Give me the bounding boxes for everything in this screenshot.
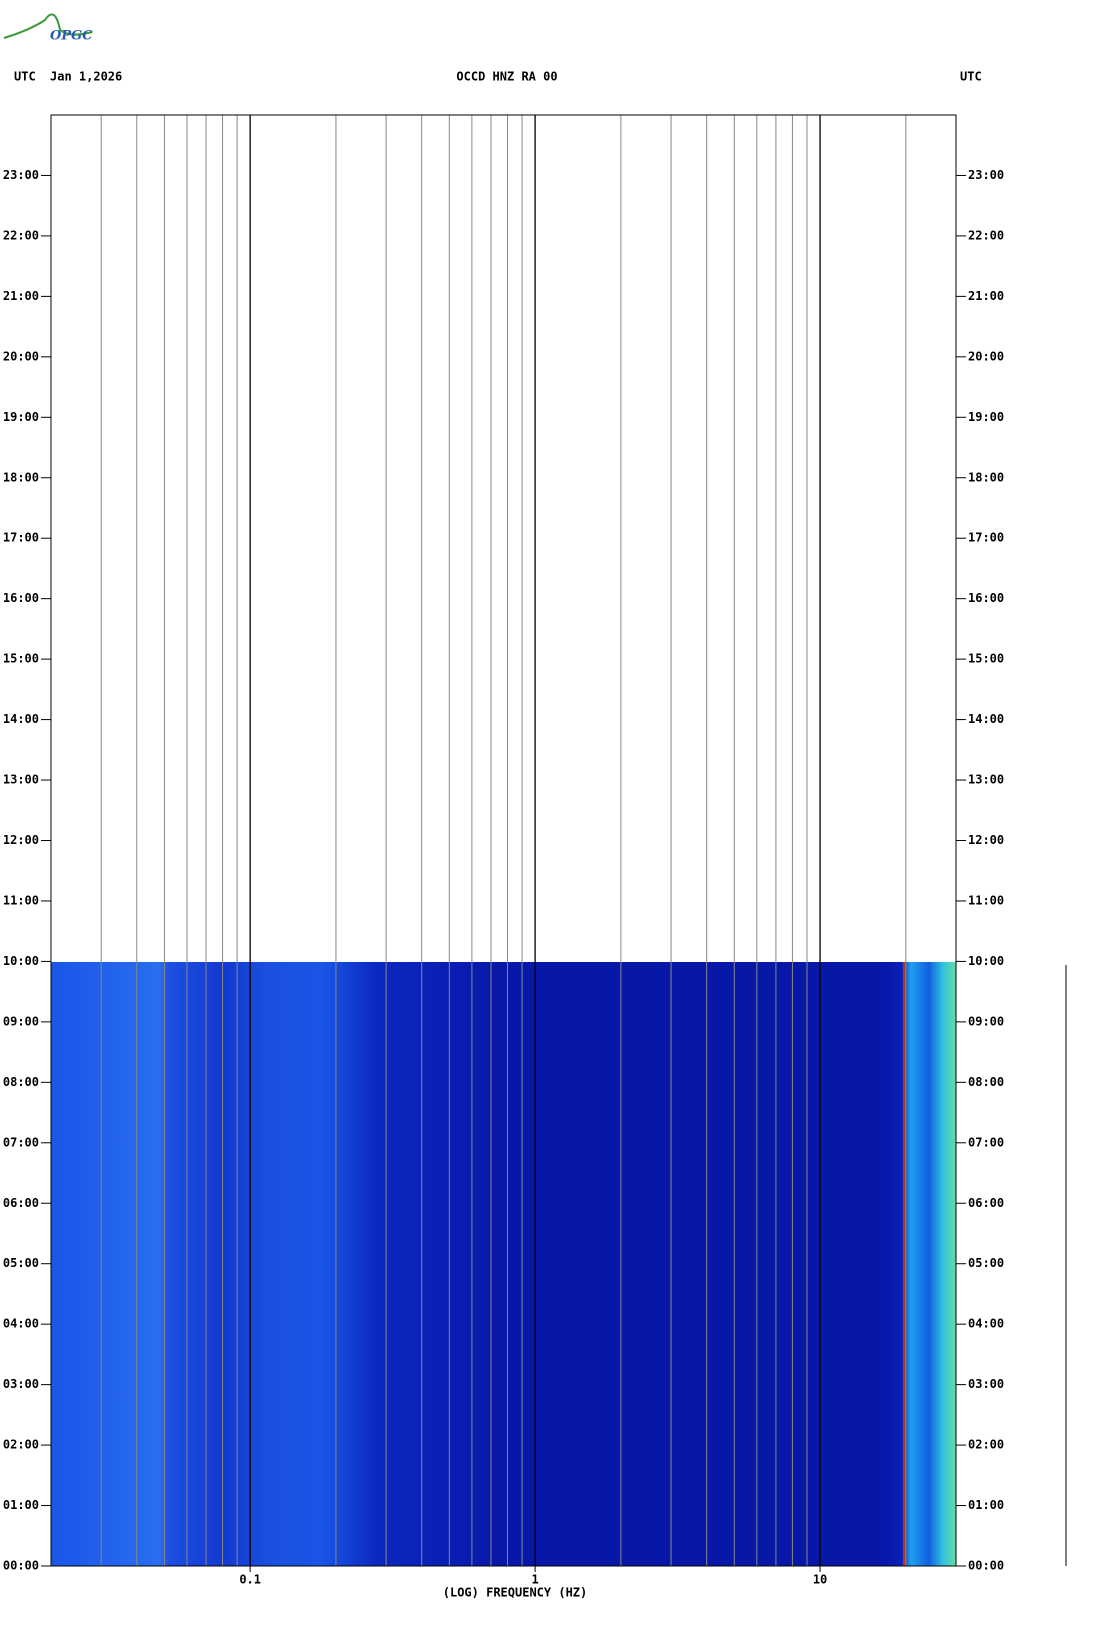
chart-title: OCCD HNZ RA 00 — [456, 70, 557, 84]
y-tick-label-right: 18:00 — [968, 470, 1004, 484]
y-tick-label-right: 12:00 — [968, 833, 1004, 847]
y-tick-label-left: 08:00 — [3, 1075, 39, 1089]
y-tick-label-left: 13:00 — [3, 773, 39, 787]
spectrogram — [51, 962, 956, 1566]
x-tick-label: 1 — [531, 1573, 538, 1587]
y-tick-label-right: 21:00 — [968, 289, 1004, 303]
date: Jan 1,2026 — [50, 70, 122, 84]
y-tick-label-left: 12:00 — [3, 833, 39, 847]
y-tick-label-left: 01:00 — [3, 1498, 39, 1512]
y-tick-label-left: 14:00 — [3, 712, 39, 726]
y-tick-label-right: 00:00 — [968, 1559, 1004, 1573]
y-tick-label-left: 11:00 — [3, 893, 39, 907]
y-tick-label-right: 03:00 — [968, 1377, 1004, 1391]
y-tick-label-right: 08:00 — [968, 1075, 1004, 1089]
y-tick-label-right: 23:00 — [968, 168, 1004, 182]
y-tick-label-right: 13:00 — [968, 773, 1004, 787]
left-label: UTC — [14, 70, 36, 84]
y-tick-label-left: 23:00 — [3, 168, 39, 182]
y-tick-label-left: 19:00 — [3, 410, 39, 424]
spectral-line — [903, 962, 906, 1566]
y-tick-label-right: 19:00 — [968, 410, 1004, 424]
y-tick-label-right: 10:00 — [968, 954, 1004, 968]
y-tick-label-left: 02:00 — [3, 1438, 39, 1452]
y-tick-label-right: 09:00 — [968, 1014, 1004, 1028]
y-tick-label-left: 20:00 — [3, 349, 39, 363]
x-axis-label: (LOG) FREQUENCY (HZ) — [443, 1586, 588, 1600]
y-tick-label-right: 04:00 — [968, 1317, 1004, 1331]
y-tick-label-left: 22:00 — [3, 228, 39, 242]
y-tick-label-right: 17:00 — [968, 531, 1004, 545]
y-tick-label-right: 02:00 — [968, 1438, 1004, 1452]
y-tick-label-right: 22:00 — [968, 228, 1004, 242]
y-tick-label-left: 16:00 — [3, 591, 39, 605]
y-tick-label-left: 21:00 — [3, 289, 39, 303]
y-tick-label-right: 15:00 — [968, 652, 1004, 666]
x-tick-label: 0.1 — [239, 1573, 261, 1587]
y-tick-label-right: 07:00 — [968, 1135, 1004, 1149]
logo: OPGC — [50, 29, 93, 44]
y-tick-label-right: 16:00 — [968, 591, 1004, 605]
y-tick-label-left: 00:00 — [3, 1559, 39, 1573]
y-tick-label-left: 07:00 — [3, 1135, 39, 1149]
y-tick-label-left: 05:00 — [3, 1256, 39, 1270]
y-tick-label-left: 03:00 — [3, 1377, 39, 1391]
y-tick-label-left: 06:00 — [3, 1196, 39, 1210]
y-tick-label-right: 11:00 — [968, 893, 1004, 907]
y-tick-label-left: 15:00 — [3, 652, 39, 666]
plot-frame — [50, 114, 957, 1567]
y-tick-label-right: 01:00 — [968, 1498, 1004, 1512]
y-tick-label-right: 06:00 — [968, 1196, 1004, 1210]
y-tick-label-left: 17:00 — [3, 531, 39, 545]
y-tick-label-left: 04:00 — [3, 1317, 39, 1331]
y-tick-label-left: 18:00 — [3, 470, 39, 484]
right-label: UTC — [960, 70, 982, 84]
y-tick-label-right: 05:00 — [968, 1256, 1004, 1270]
y-tick-label-left: 09:00 — [3, 1014, 39, 1028]
y-tick-label-right: 20:00 — [968, 349, 1004, 363]
logo-swoosh — [3, 13, 93, 39]
x-tick-label: 10 — [813, 1573, 827, 1587]
y-tick-label-right: 14:00 — [968, 712, 1004, 726]
y-tick-label-left: 10:00 — [3, 954, 39, 968]
